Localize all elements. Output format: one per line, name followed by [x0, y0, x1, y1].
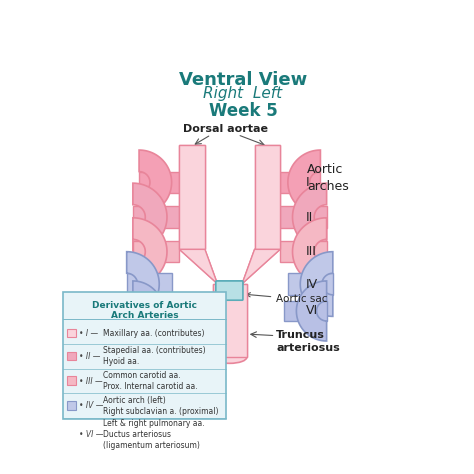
Polygon shape [179, 249, 222, 288]
Polygon shape [280, 172, 320, 193]
Text: Stapedial aa. (contributes)
Hyoid aa.: Stapedial aa. (contributes) Hyoid aa. [103, 346, 206, 366]
FancyBboxPatch shape [63, 292, 226, 419]
Text: III: III [306, 245, 317, 258]
Polygon shape [133, 206, 179, 228]
Polygon shape [139, 150, 172, 215]
Text: Aortic arch (left)
Right subclavian a. (proximal): Aortic arch (left) Right subclavian a. (… [103, 396, 219, 416]
Polygon shape [127, 273, 172, 295]
Polygon shape [280, 206, 327, 228]
Text: Week 5: Week 5 [209, 101, 277, 119]
Text: • III —: • III — [79, 376, 102, 385]
Bar [67, 328, 75, 337]
Polygon shape [133, 218, 167, 285]
Bar [67, 429, 75, 438]
Text: Dorsal aortae: Dorsal aortae [182, 124, 268, 134]
FancyBboxPatch shape [216, 281, 243, 300]
Text: Right  Left: Right Left [203, 86, 283, 101]
Text: Aortic
arches: Aortic arches [307, 163, 349, 193]
Polygon shape [133, 301, 175, 321]
Polygon shape [280, 241, 327, 263]
Text: Truncus
arteriosus: Truncus arteriosus [276, 330, 340, 353]
Polygon shape [179, 249, 222, 288]
Text: Left & right pulmonary aa.
Ductus arteriosus
(ligamentum arteriosum): Left & right pulmonary aa. Ductus arteri… [103, 419, 205, 450]
Polygon shape [133, 241, 179, 263]
Polygon shape [292, 218, 327, 285]
Polygon shape [213, 284, 247, 357]
Polygon shape [237, 249, 280, 288]
Text: Arch Arteries: Arch Arteries [111, 311, 178, 320]
FancyBboxPatch shape [216, 281, 243, 300]
Polygon shape [255, 146, 280, 249]
Text: • IV —: • IV — [79, 401, 103, 410]
Text: Common carotid aa.
Prox. Internal carotid aa.: Common carotid aa. Prox. Internal caroti… [103, 371, 198, 391]
Bar [67, 352, 75, 360]
Polygon shape [237, 249, 280, 288]
Polygon shape [288, 150, 320, 215]
Text: • I —: • I — [79, 329, 98, 338]
Bar [67, 376, 75, 385]
Text: • II —: • II — [79, 352, 100, 361]
Polygon shape [139, 172, 179, 193]
Text: II: II [306, 210, 313, 224]
Polygon shape [284, 301, 327, 321]
Ellipse shape [213, 351, 247, 364]
Polygon shape [292, 183, 327, 251]
Polygon shape [255, 146, 280, 249]
Text: I: I [306, 176, 310, 189]
Text: Ventral View: Ventral View [179, 71, 307, 89]
Polygon shape [179, 146, 205, 249]
Text: Aortic sac: Aortic sac [246, 293, 328, 304]
Text: IV: IV [306, 278, 318, 291]
Polygon shape [127, 252, 159, 316]
Polygon shape [300, 252, 333, 316]
Polygon shape [296, 281, 327, 341]
Bar [67, 401, 75, 410]
Polygon shape [133, 183, 167, 251]
Polygon shape [213, 284, 247, 357]
Text: Maxillary aa. (contributes): Maxillary aa. (contributes) [103, 329, 205, 338]
Polygon shape [133, 281, 163, 341]
Polygon shape [288, 273, 333, 295]
Polygon shape [179, 146, 205, 249]
Text: VI: VI [306, 304, 318, 318]
Text: Derivatives of Aortic: Derivatives of Aortic [92, 301, 197, 310]
Text: • VI —: • VI — [79, 429, 103, 438]
